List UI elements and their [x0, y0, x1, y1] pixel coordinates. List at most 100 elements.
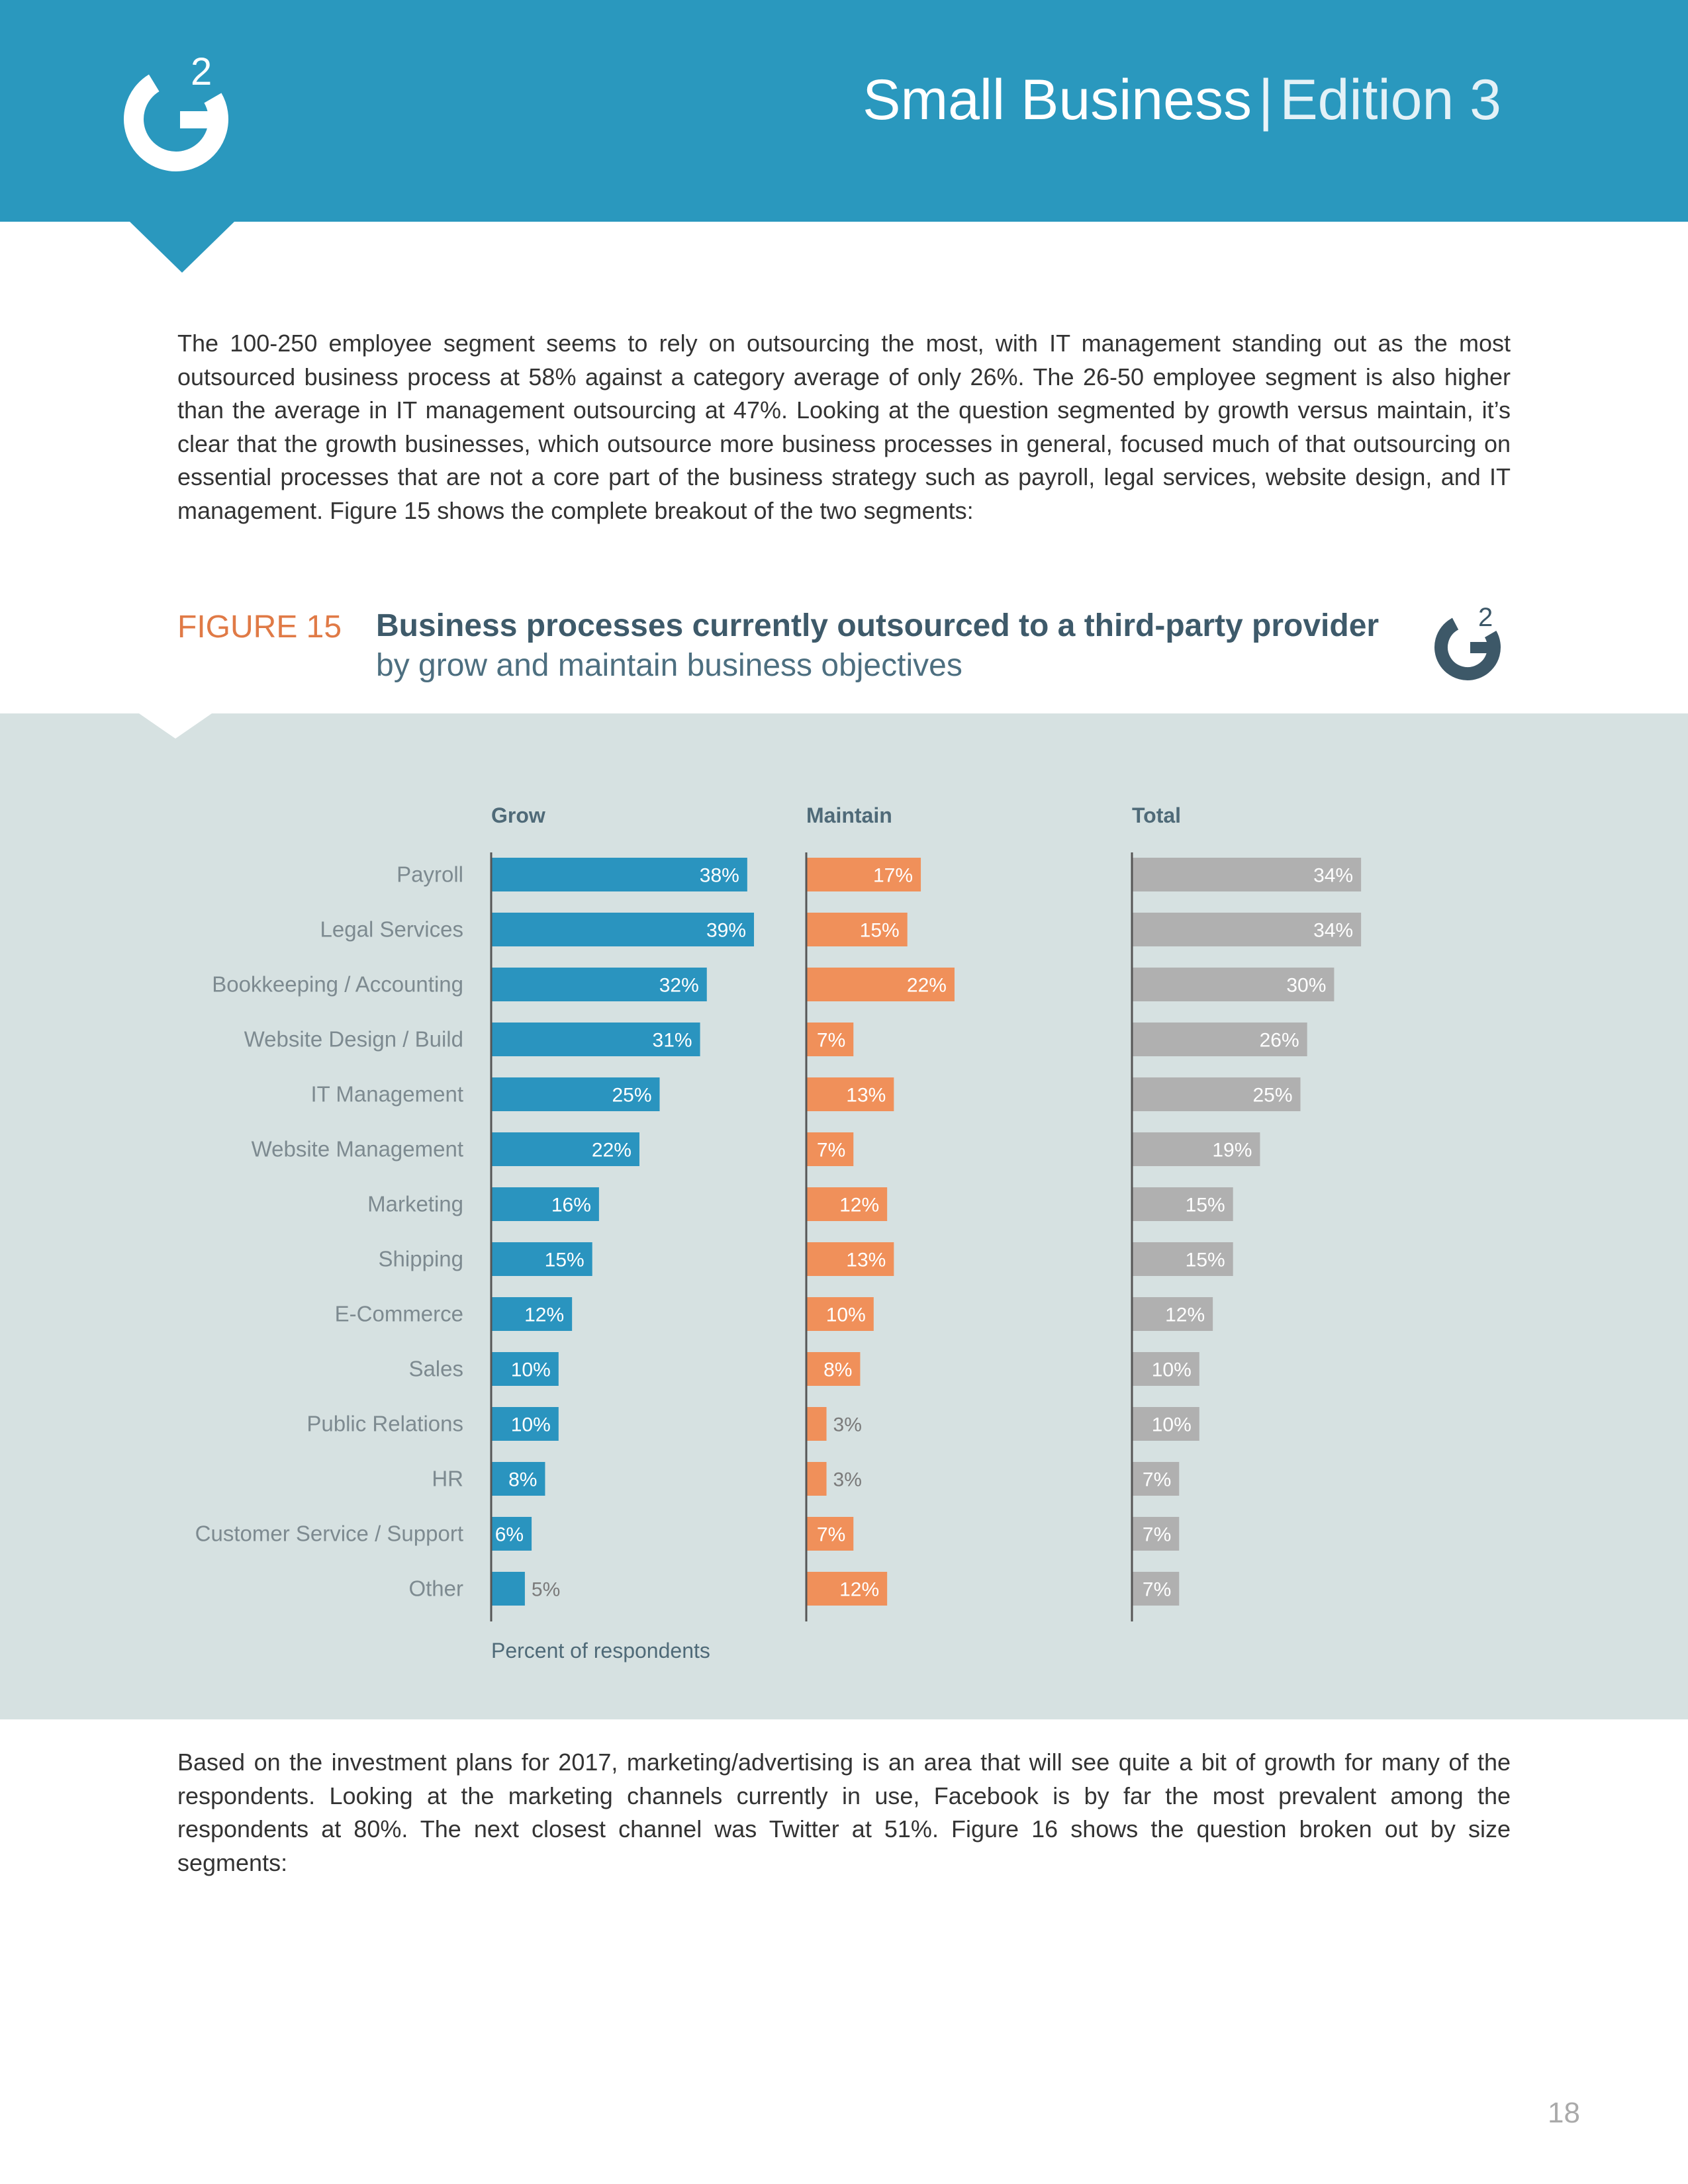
bar-total — [1132, 1187, 1233, 1221]
bar-maintain — [806, 1517, 854, 1551]
category-label: HR — [432, 1467, 463, 1491]
g2-logo-small-superscript: 2 — [1478, 604, 1493, 632]
bar-total — [1132, 913, 1362, 946]
bar-maintain — [806, 913, 908, 946]
bar-maintain — [806, 1407, 827, 1441]
category-label: Bookkeeping / Accounting — [212, 972, 463, 997]
bar-value-label: 12% — [839, 1579, 879, 1601]
bar-maintain — [806, 1187, 888, 1221]
bar-value-label: 5% — [532, 1579, 560, 1601]
bar-value-label: 19% — [1212, 1140, 1252, 1161]
bar-value-label: 12% — [1165, 1304, 1205, 1326]
report-title: Small Business | Edition 3 — [863, 71, 1501, 128]
bar-maintain — [806, 1572, 888, 1606]
bar-grow — [491, 1132, 639, 1166]
category-label: Customer Service / Support — [195, 1522, 463, 1546]
bar-value-label: 26% — [1260, 1030, 1299, 1052]
bar-value-label: 30% — [1286, 975, 1326, 997]
bar-value-label: 25% — [612, 1085, 651, 1107]
bar-maintain — [806, 1242, 894, 1276]
bar-total — [1132, 858, 1362, 891]
g2-logo-icon: 2 — [124, 53, 228, 171]
bar-value-label: 15% — [860, 920, 900, 942]
bar-value-label: 17% — [873, 865, 913, 887]
bar-grow — [491, 1517, 532, 1551]
bar-grow — [491, 1297, 573, 1331]
bar-maintain — [806, 968, 955, 1001]
bar-grow — [491, 858, 747, 891]
bar-value-label: 10% — [511, 1414, 551, 1436]
bar-total — [1132, 1132, 1260, 1166]
bar-grow — [491, 1023, 700, 1056]
bar-maintain — [806, 1077, 894, 1111]
category-label: Sales — [408, 1357, 463, 1381]
bar-value-label: 12% — [839, 1195, 879, 1216]
bar-value-label: 7% — [1143, 1579, 1171, 1601]
bar-maintain — [806, 1132, 854, 1166]
x-axis-label: Percent of respondents — [491, 1639, 710, 1662]
intro-paragraph: The 100-250 employee segment seems to re… — [177, 330, 1511, 524]
bar-maintain — [806, 1297, 874, 1331]
category-label: Website Design / Build — [244, 1027, 463, 1052]
bar-grow — [491, 1187, 599, 1221]
bar-value-label: 31% — [653, 1030, 692, 1052]
bar-value-label: 6% — [495, 1524, 524, 1546]
bar-value-label: 34% — [1313, 920, 1353, 942]
bar-value-label: 8% — [508, 1469, 537, 1491]
bar-value-label: 3% — [833, 1469, 862, 1491]
series-header-maintain: Maintain — [806, 803, 892, 827]
category-label: Website Management — [252, 1137, 463, 1161]
bar-total — [1132, 968, 1335, 1001]
bar-value-label: 32% — [659, 975, 699, 997]
bar-total — [1132, 1572, 1180, 1606]
bar-grow — [491, 1407, 559, 1441]
bar-value-label: 10% — [511, 1359, 551, 1381]
bar-value-label: 10% — [1152, 1359, 1192, 1381]
category-label: IT Management — [310, 1082, 463, 1107]
figure-label: FIGURE 15 — [177, 610, 342, 645]
bar-total — [1132, 1352, 1199, 1386]
series-header-total: Total — [1132, 803, 1181, 827]
g2-logo-small-icon: 2 — [1434, 604, 1501, 680]
bar-value-label: 39% — [706, 920, 746, 942]
bar-value-label: 22% — [907, 975, 947, 997]
bar-value-label: 15% — [545, 1250, 585, 1271]
bar-value-label: 22% — [592, 1140, 632, 1161]
category-label: Payroll — [397, 862, 463, 887]
chart-panel-notch — [139, 713, 212, 739]
bar-total — [1132, 1077, 1301, 1111]
bar-value-label: 7% — [817, 1140, 845, 1161]
page-header — [0, 0, 1688, 222]
bar-grow — [491, 1077, 660, 1111]
category-label: Other — [408, 1576, 463, 1601]
bar-total — [1132, 1023, 1307, 1056]
outsourcing-bar-chart: Grow 38% 39% 32% 31% 25% 22% 16% 15% 12% 10% 10% 8% 6… — [195, 803, 1362, 1662]
category-label: E-Commerce — [335, 1302, 463, 1326]
bar-total — [1132, 1297, 1213, 1331]
bar-value-label: 10% — [1152, 1414, 1192, 1436]
bar-value-label: 7% — [817, 1030, 845, 1052]
bar-value-label: 7% — [817, 1524, 845, 1546]
bar-value-label: 12% — [524, 1304, 564, 1326]
bar-value-label: 8% — [823, 1359, 852, 1381]
bar-maintain — [806, 858, 921, 891]
bar-total — [1132, 1462, 1180, 1496]
bar-grow — [491, 1462, 545, 1496]
bar-grow — [491, 1572, 525, 1606]
bar-total — [1132, 1517, 1180, 1551]
bar-value-label: 7% — [1143, 1469, 1171, 1491]
bar-value-label: 34% — [1313, 865, 1353, 887]
figure-subtitle: by grow and maintain business objectives — [376, 648, 962, 683]
edition-label: Edition 3 — [1280, 68, 1501, 132]
closing-paragraph: Based on the investment plans for 2017, … — [177, 1749, 1511, 1876]
bar-value-label: 38% — [700, 865, 739, 887]
bar-value-label: 3% — [833, 1414, 862, 1436]
bar-value-label: 15% — [1186, 1250, 1225, 1271]
bar-total — [1132, 1407, 1199, 1441]
report-name: Small Business — [863, 68, 1252, 132]
category-label: Marketing — [367, 1192, 463, 1216]
bar-value-label: 7% — [1143, 1524, 1171, 1546]
bar-maintain — [806, 1352, 861, 1386]
series-header-grow: Grow — [491, 803, 545, 827]
header-notch — [129, 221, 235, 273]
